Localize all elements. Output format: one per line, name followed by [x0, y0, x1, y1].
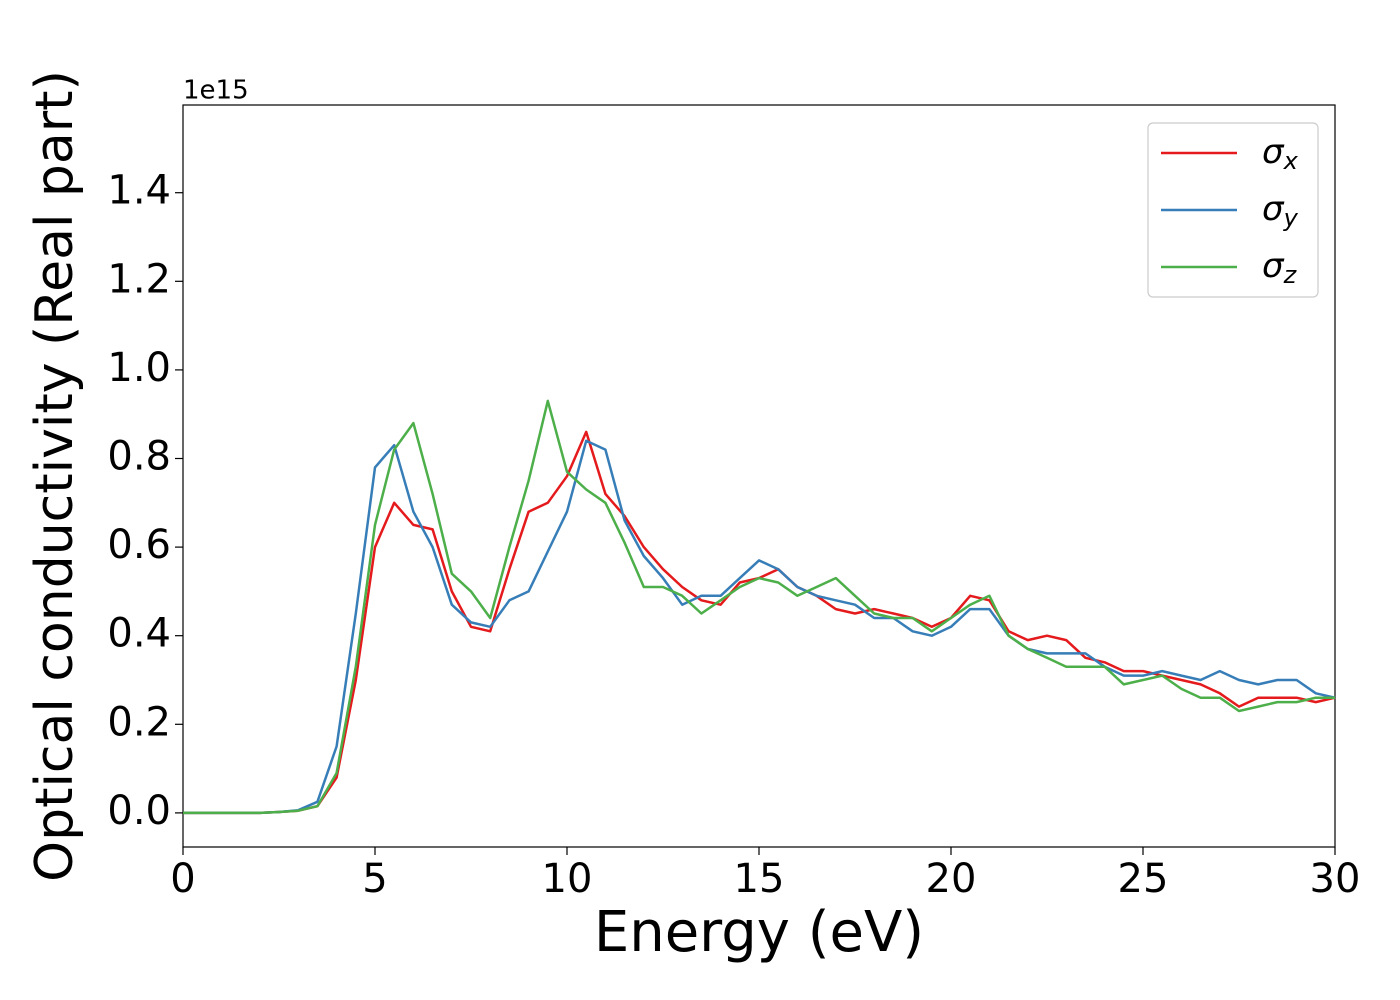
x-axis-label: Energy (eV)	[594, 900, 924, 965]
legend-label: σz	[1262, 246, 1298, 290]
series-line	[183, 399, 1335, 815]
y-tick-label: 1.0	[107, 345, 171, 391]
y-tick-label: 0.8	[107, 434, 171, 480]
y-tick-label: 0.4	[107, 611, 171, 657]
x-tick-label: 15	[734, 856, 785, 902]
x-tick-label: 30	[1310, 856, 1361, 902]
y-tick-label: 0.6	[107, 522, 171, 568]
legend-label: σy	[1262, 189, 1299, 233]
x-tick-label: 25	[1118, 856, 1169, 902]
series-line	[183, 430, 1336, 815]
x-tick-label: 0	[170, 856, 195, 902]
y-tick-label: 1.4	[107, 168, 171, 214]
x-tick-label: 5	[362, 856, 387, 902]
x-tick-label: 20	[926, 856, 977, 902]
x-tick-label: 10	[542, 856, 593, 902]
y-offset-label: 1e15	[183, 76, 249, 106]
legend-label: σx	[1262, 132, 1299, 176]
y-tick-label: 0.2	[107, 699, 171, 745]
y-tick-label: 1.2	[107, 256, 171, 302]
y-tick-label: 0.0	[107, 788, 171, 834]
series-line	[183, 439, 1336, 815]
y-axis-label: Optical conductivity (Real part)	[25, 70, 85, 882]
